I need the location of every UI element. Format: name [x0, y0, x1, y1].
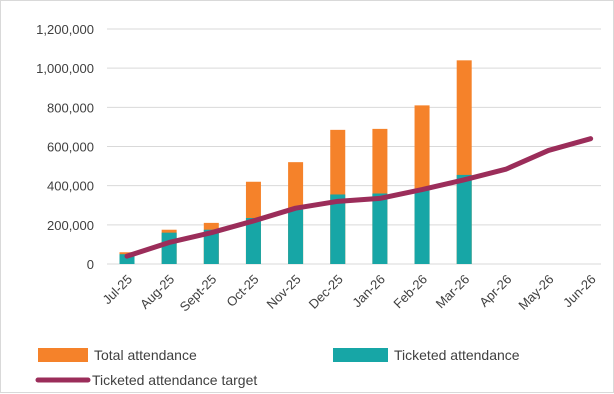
y-tick-label: 600,000	[47, 140, 94, 155]
legend-label-total-attendance: Total attendance	[94, 347, 197, 363]
x-axis: Jul-25 Aug-25 Sept-25 Oct-25 Nov-25 Dec-25 Jan…	[99, 272, 598, 315]
x-tick-label: Jan-26	[349, 272, 388, 311]
y-tick-label: 200,000	[47, 218, 94, 233]
x-tick-label: May-26	[515, 272, 556, 313]
x-tick-label: Nov-25	[263, 272, 303, 312]
y-tick-label: 800,000	[47, 100, 94, 115]
bar-ticketed-attendance	[330, 194, 346, 264]
bar-ticketed-attendance	[203, 229, 219, 264]
legend-label-target: Ticketed attendance target	[92, 372, 257, 388]
x-tick-label: Feb-26	[390, 272, 430, 312]
bar-ticketed-attendance	[245, 217, 261, 264]
legend: Total attendance Ticketed attendance Tic…	[35, 347, 520, 388]
bar-ticketed-attendance	[372, 193, 388, 264]
x-tick-label: Sept-25	[177, 272, 220, 315]
target-line	[124, 136, 594, 259]
x-tick-label: Jun-26	[560, 272, 599, 311]
x-tick-label: Dec-25	[306, 272, 346, 312]
bars	[119, 60, 472, 265]
y-tick-label: 0	[87, 257, 94, 272]
legend-swatch-ticketed-attendance	[333, 348, 388, 362]
legend-swatch-total-attendance	[38, 348, 88, 362]
x-tick-label: Mar-26	[433, 272, 473, 312]
gridlines	[107, 28, 601, 265]
y-axis: 0 200,000 400,000 600,000 800,000 1,000,000 1,…	[36, 22, 94, 272]
x-tick-label: Aug-25	[137, 272, 177, 312]
bar-ticketed-attendance	[414, 190, 430, 264]
x-tick-label: Oct-25	[223, 272, 261, 310]
y-tick-label: 1,200,000	[36, 22, 94, 37]
x-tick-label: Apr-26	[476, 272, 514, 310]
bar-ticketed-attendance	[161, 232, 177, 264]
target-line-path	[124, 136, 594, 259]
y-tick-label: 400,000	[47, 179, 94, 194]
bar-ticketed-attendance	[456, 174, 472, 264]
bar-ticketed-attendance	[288, 208, 304, 264]
legend-label-ticketed-attendance: Ticketed attendance	[394, 347, 520, 363]
bar-ticketed-attendance	[119, 254, 135, 264]
x-tick-label: Jul-25	[99, 272, 135, 308]
y-tick-label: 1,000,000	[36, 61, 94, 76]
